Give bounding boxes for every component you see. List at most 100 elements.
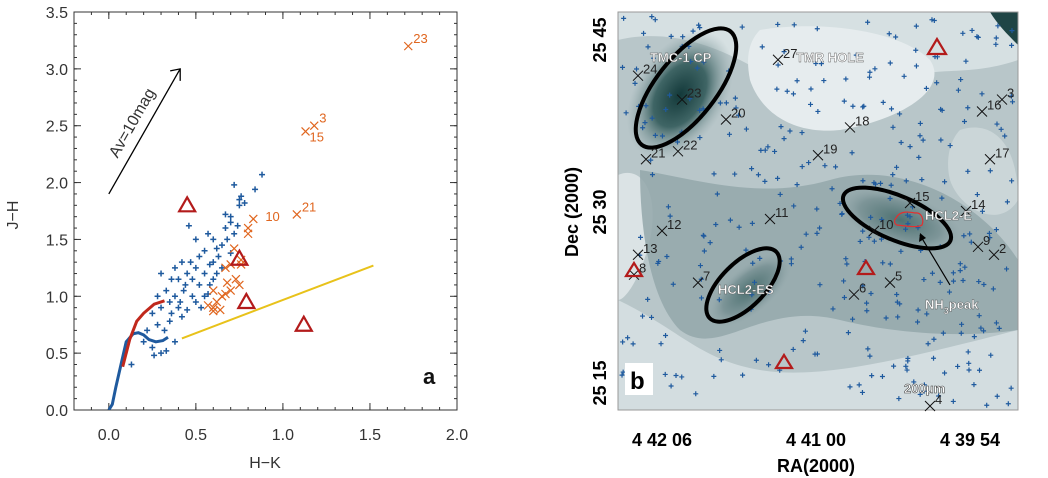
nh3-arrow-head (919, 233, 926, 242)
map-star-marker (965, 168, 971, 174)
yso-marker (221, 263, 230, 273)
yso-marker (215, 305, 225, 315)
map-star-marker (929, 17, 935, 23)
map-star-marker (915, 319, 921, 325)
map-star-marker (749, 166, 755, 172)
field-star-marker (161, 327, 168, 334)
map-star-marker (958, 77, 964, 83)
x-tick-label: 1.5 (359, 427, 381, 444)
triangle-marker (624, 260, 644, 278)
yso-source-marker (868, 225, 880, 237)
map-star-marker (1002, 133, 1008, 139)
yso-source-marker (772, 54, 784, 66)
yso-source-label: 22 (683, 137, 697, 152)
map-star-marker (688, 59, 694, 65)
yso-source-label: 6 (859, 281, 866, 296)
map-star-marker (808, 86, 814, 92)
map-star-marker (864, 300, 870, 306)
map-star-marker (981, 328, 987, 334)
map-star-marker (937, 279, 943, 285)
yso-points (203, 41, 413, 316)
yso-marker (403, 41, 413, 51)
yso-source-marker (844, 122, 856, 133)
triangle-marker (229, 248, 250, 266)
reddening-arrow-line (108, 68, 181, 195)
map-star-marker (802, 328, 808, 334)
map-star-marker (620, 64, 626, 70)
map-star-marker (788, 256, 794, 262)
map-star-marker (640, 125, 646, 131)
map-star-marker (791, 203, 797, 209)
map-star-marker (694, 65, 700, 71)
map-star-marker (667, 92, 673, 98)
map-star-marker (833, 164, 839, 170)
map-star-marker (1004, 266, 1010, 272)
map-star-marker (620, 339, 626, 345)
yso-marker (231, 274, 241, 284)
map-star-marker (652, 17, 658, 23)
field-star-marker (210, 236, 217, 243)
map-star-marker (723, 100, 729, 106)
yso-label: 10 (265, 209, 279, 224)
map-star-marker (887, 60, 893, 66)
y-axis-label: J−H (5, 201, 22, 230)
ellipse-hcl2-es (704, 246, 782, 324)
dwarf-locus-line (107, 331, 169, 410)
map-star-marker (974, 34, 980, 40)
field-star-marker (158, 350, 165, 357)
map-star-marker (920, 137, 926, 143)
ra-axis-label: RA(2000) (777, 456, 855, 476)
yso-source-marker (764, 213, 776, 225)
map-star-marker (907, 144, 913, 150)
yso-source-label: 13 (643, 241, 657, 256)
ra-tick-label: 4 42 06 (632, 430, 692, 450)
map-star-marker (915, 307, 921, 313)
map-star-marker (965, 349, 971, 355)
map-star-marker (697, 107, 703, 113)
map-star-marker (841, 278, 847, 284)
map-star-marker (693, 391, 699, 397)
map-star-marker (966, 367, 972, 373)
yso-source-marker (628, 269, 640, 281)
map-star-marker (772, 148, 778, 154)
map-star-marker (680, 34, 686, 40)
dec-tick-label: 25 15 (590, 360, 610, 405)
map-star-marker (812, 351, 818, 357)
field-star-marker (168, 276, 175, 283)
yso-marker (222, 278, 232, 288)
map-star-marker (924, 311, 930, 317)
reddening-arrow-head (170, 68, 181, 81)
map-star-marker (957, 261, 963, 267)
yso-source-label: 2 (999, 241, 1006, 256)
map-star-marker (736, 224, 742, 230)
map-star-marker (679, 374, 685, 380)
map-star-marker (981, 282, 987, 288)
yso-label: 15 (310, 129, 324, 144)
map-star-marker (648, 157, 654, 163)
map-star-marker (939, 195, 945, 201)
map-star-marker (993, 41, 999, 47)
yso-source-marker (904, 197, 916, 209)
map-star-marker (966, 360, 972, 366)
map-star-marker (894, 164, 900, 170)
map-star-marker (993, 320, 999, 326)
map-star-marker (921, 277, 927, 283)
yso-source-marker (884, 277, 896, 288)
map-star-marker (847, 384, 853, 390)
field-star-marker (184, 306, 191, 313)
region-label-tmr-hole: TMR HOLE (796, 50, 864, 65)
field-star-marker (218, 242, 225, 249)
map-star-marker (934, 54, 940, 60)
yso-marker (208, 306, 218, 316)
map-star-marker (976, 279, 982, 285)
field-star-marker (189, 276, 196, 283)
yso-source-label: 14 (971, 197, 985, 212)
field-star-marker (178, 313, 185, 320)
field-star-marker (192, 236, 199, 243)
field-star-marker (149, 310, 156, 317)
map-star-marker (871, 180, 877, 186)
yso-labels: 23 3 15 10 21 (265, 31, 427, 224)
map-star-marker (955, 87, 961, 93)
map-star-marker (759, 44, 765, 50)
ellipse-tmc1-cp (633, 26, 739, 150)
